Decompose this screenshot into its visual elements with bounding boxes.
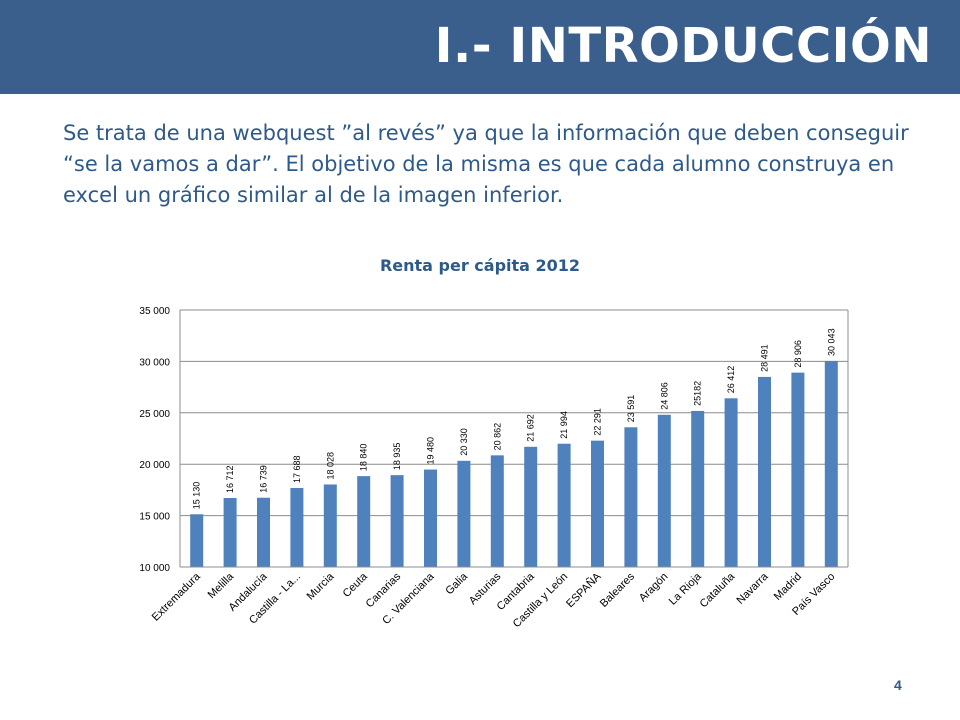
- data-label: 19 480: [426, 437, 436, 465]
- x-tick-label: Extremadura: [150, 570, 204, 624]
- bar: [357, 476, 371, 567]
- data-label: 22 291: [593, 408, 603, 436]
- data-label: 21 692: [526, 414, 536, 442]
- y-tick-label: 15 000: [139, 512, 170, 523]
- data-label: 28 906: [793, 340, 803, 368]
- x-tick-label: ESPAÑA: [563, 569, 604, 610]
- x-tick-label: Melilla: [206, 570, 237, 601]
- bar: [524, 446, 538, 567]
- bar: [323, 484, 337, 567]
- y-tick-label: 35 000: [139, 306, 170, 317]
- data-label: 16 712: [225, 465, 235, 493]
- bar: [490, 455, 504, 567]
- y-tick-label: 30 000: [139, 357, 170, 368]
- x-tick-label: Cataluña: [698, 570, 738, 610]
- data-label: 16 739: [259, 465, 269, 493]
- x-tick-label: Ceuta: [341, 570, 371, 600]
- data-label: 24 806: [659, 382, 669, 410]
- bar: [390, 475, 404, 567]
- chart-title: Renta per cápita 2012: [379, 256, 581, 275]
- bar: [223, 498, 237, 567]
- bar: [457, 460, 471, 567]
- x-tick-label: Aragón: [637, 571, 671, 605]
- x-tick-label: Galia: [443, 570, 470, 597]
- data-label: 18 840: [359, 444, 369, 472]
- slide-title: I.- INTRODUCCIÓN: [434, 18, 932, 74]
- data-label: 28 491: [760, 344, 770, 372]
- bar: [290, 487, 304, 567]
- data-label: 18 935: [392, 443, 402, 471]
- data-label: 20 330: [459, 428, 469, 456]
- data-label: 18 028: [325, 452, 335, 480]
- bar: [624, 427, 638, 567]
- bar: [591, 440, 604, 567]
- x-tick-label: Madrid: [772, 571, 804, 603]
- page-number: 4: [894, 677, 902, 693]
- bar: [190, 514, 204, 567]
- y-tick-label: 20 000: [139, 460, 170, 471]
- bar: [758, 376, 771, 567]
- y-tick-label: 10 000: [139, 563, 170, 574]
- title-bar: I.- INTRODUCCIÓN: [0, 0, 960, 94]
- bar: [824, 360, 838, 567]
- bar: [657, 414, 671, 567]
- data-label: 20 862: [492, 423, 502, 451]
- intro-paragraph: Se trata de una webquest ”al revés” ya q…: [63, 121, 909, 207]
- bar: [791, 372, 805, 567]
- data-label: 17 688: [292, 455, 302, 483]
- data-label: 26 412: [726, 366, 736, 394]
- bar: [557, 443, 571, 567]
- data-label: 21 994: [559, 411, 569, 439]
- x-tick-label: Navarra: [734, 570, 771, 607]
- data-label: 23 591: [626, 395, 636, 423]
- x-tick-label: Murcia: [305, 570, 337, 602]
- bar: [424, 469, 437, 567]
- data-label: 15 130: [192, 482, 202, 510]
- bar: [691, 410, 705, 567]
- data-label: 30 043: [826, 328, 836, 356]
- bar: [257, 497, 270, 567]
- bar: [724, 398, 738, 567]
- data-label: 25182: [693, 381, 703, 406]
- x-tick-label: Baleares: [598, 570, 638, 610]
- y-tick-label: 25 000: [139, 409, 170, 420]
